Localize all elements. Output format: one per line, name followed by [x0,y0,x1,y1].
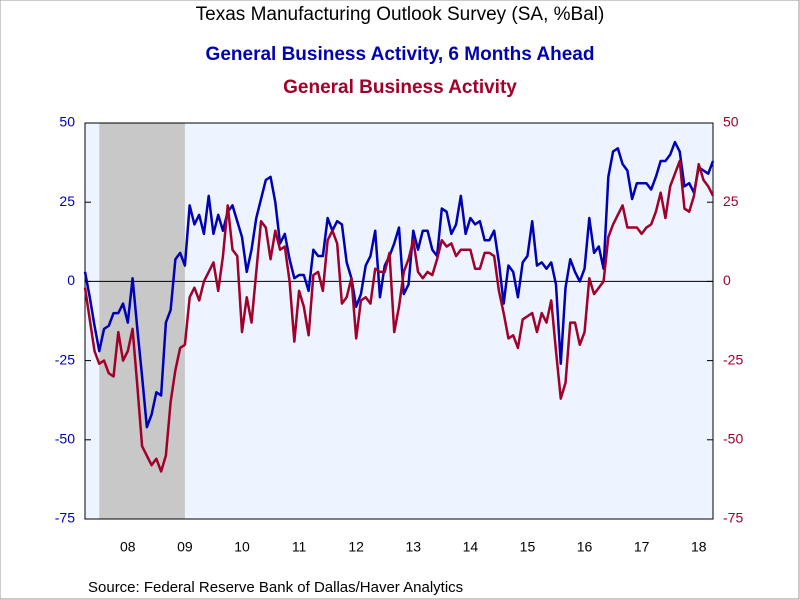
y2-tick-label: 50 [723,114,739,130]
x-tick-label: 16 [577,539,593,555]
x-tick-label: 17 [634,539,650,555]
x-tick-label: 18 [691,539,707,555]
y-tick-label: -75 [55,510,75,526]
series-line [83,140,715,429]
x-tick-label: 11 [292,539,307,555]
y2-tick-label: -25 [723,351,743,367]
x-tick-label: 10 [234,539,250,555]
y2-tick-label: 25 [723,193,739,209]
y-tick-label: 50 [59,114,75,130]
y2-tick-label: 0 [723,272,731,288]
x-tick-label: 12 [348,539,364,555]
x-tick-label: 15 [520,539,536,555]
y2-tick-label: -75 [723,510,743,526]
plot-border [84,122,714,520]
x-tick-label: 08 [120,539,136,555]
legend-red: General Business Activity [283,77,517,98]
y-tick-label: 0 [67,272,75,288]
recession-shade [99,123,185,519]
source: Source: Federal Reserve Bank of Dallas/H… [88,579,463,596]
legend-blue: General Business Activity, 6 Months Ahea… [206,44,595,65]
x-tick-label: 13 [405,539,421,555]
y-tick-label: 25 [59,193,75,209]
x-tick-label: 09 [177,539,193,555]
y2-tick-label: -50 [723,431,743,447]
series-line [83,159,715,473]
chart-title: Texas Manufacturing Outlook Survey (SA, … [196,4,605,25]
x-tick-label: 14 [463,539,479,555]
y-tick-label: -25 [55,351,75,367]
y-tick-label: -50 [55,431,75,447]
